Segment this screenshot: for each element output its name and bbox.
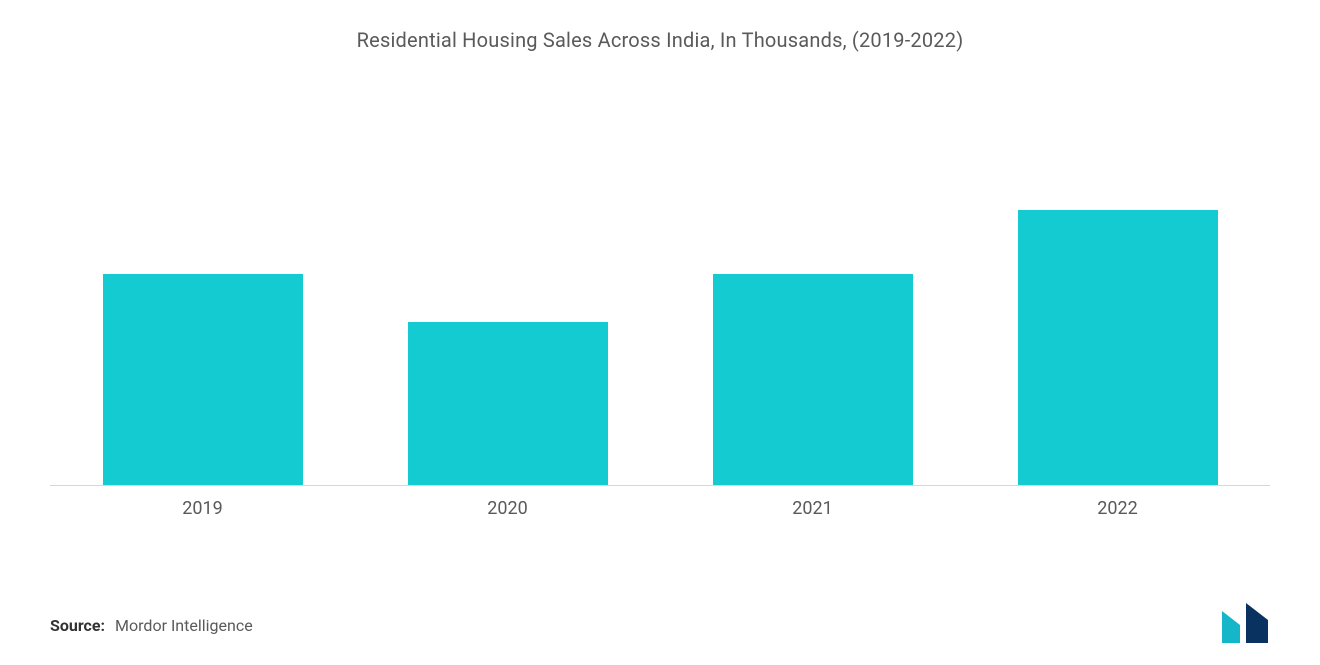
bar-slot <box>965 62 1270 486</box>
bars-row <box>50 62 1270 486</box>
bar-2020 <box>408 322 608 486</box>
chart-container: Residential Housing Sales Across India, … <box>0 0 1320 665</box>
bar-2019 <box>103 274 303 486</box>
bar-slot <box>355 62 660 486</box>
bar-slot <box>660 62 965 486</box>
x-axis-baseline <box>50 485 1270 486</box>
logo-bar-1 <box>1222 611 1240 643</box>
x-axis-label: 2019 <box>50 492 355 519</box>
plot-area: 2019 2020 2021 2022 <box>50 62 1270 532</box>
chart-title: Residential Housing Sales Across India, … <box>50 28 1270 52</box>
source-footer: Source: Mordor Intelligence <box>50 616 253 635</box>
source-label: Source: <box>50 616 105 635</box>
bar-slot <box>50 62 355 486</box>
x-axis-label: 2020 <box>355 492 660 519</box>
x-axis-label: 2021 <box>660 492 965 519</box>
bar-2022 <box>1018 210 1218 486</box>
source-text: Mordor Intelligence <box>115 616 253 635</box>
x-axis-labels: 2019 2020 2021 2022 <box>50 492 1270 532</box>
x-axis-label: 2022 <box>965 492 1270 519</box>
brand-logo-icon <box>1218 603 1280 643</box>
logo-bar-2 <box>1246 603 1268 643</box>
bar-2021 <box>713 274 913 486</box>
